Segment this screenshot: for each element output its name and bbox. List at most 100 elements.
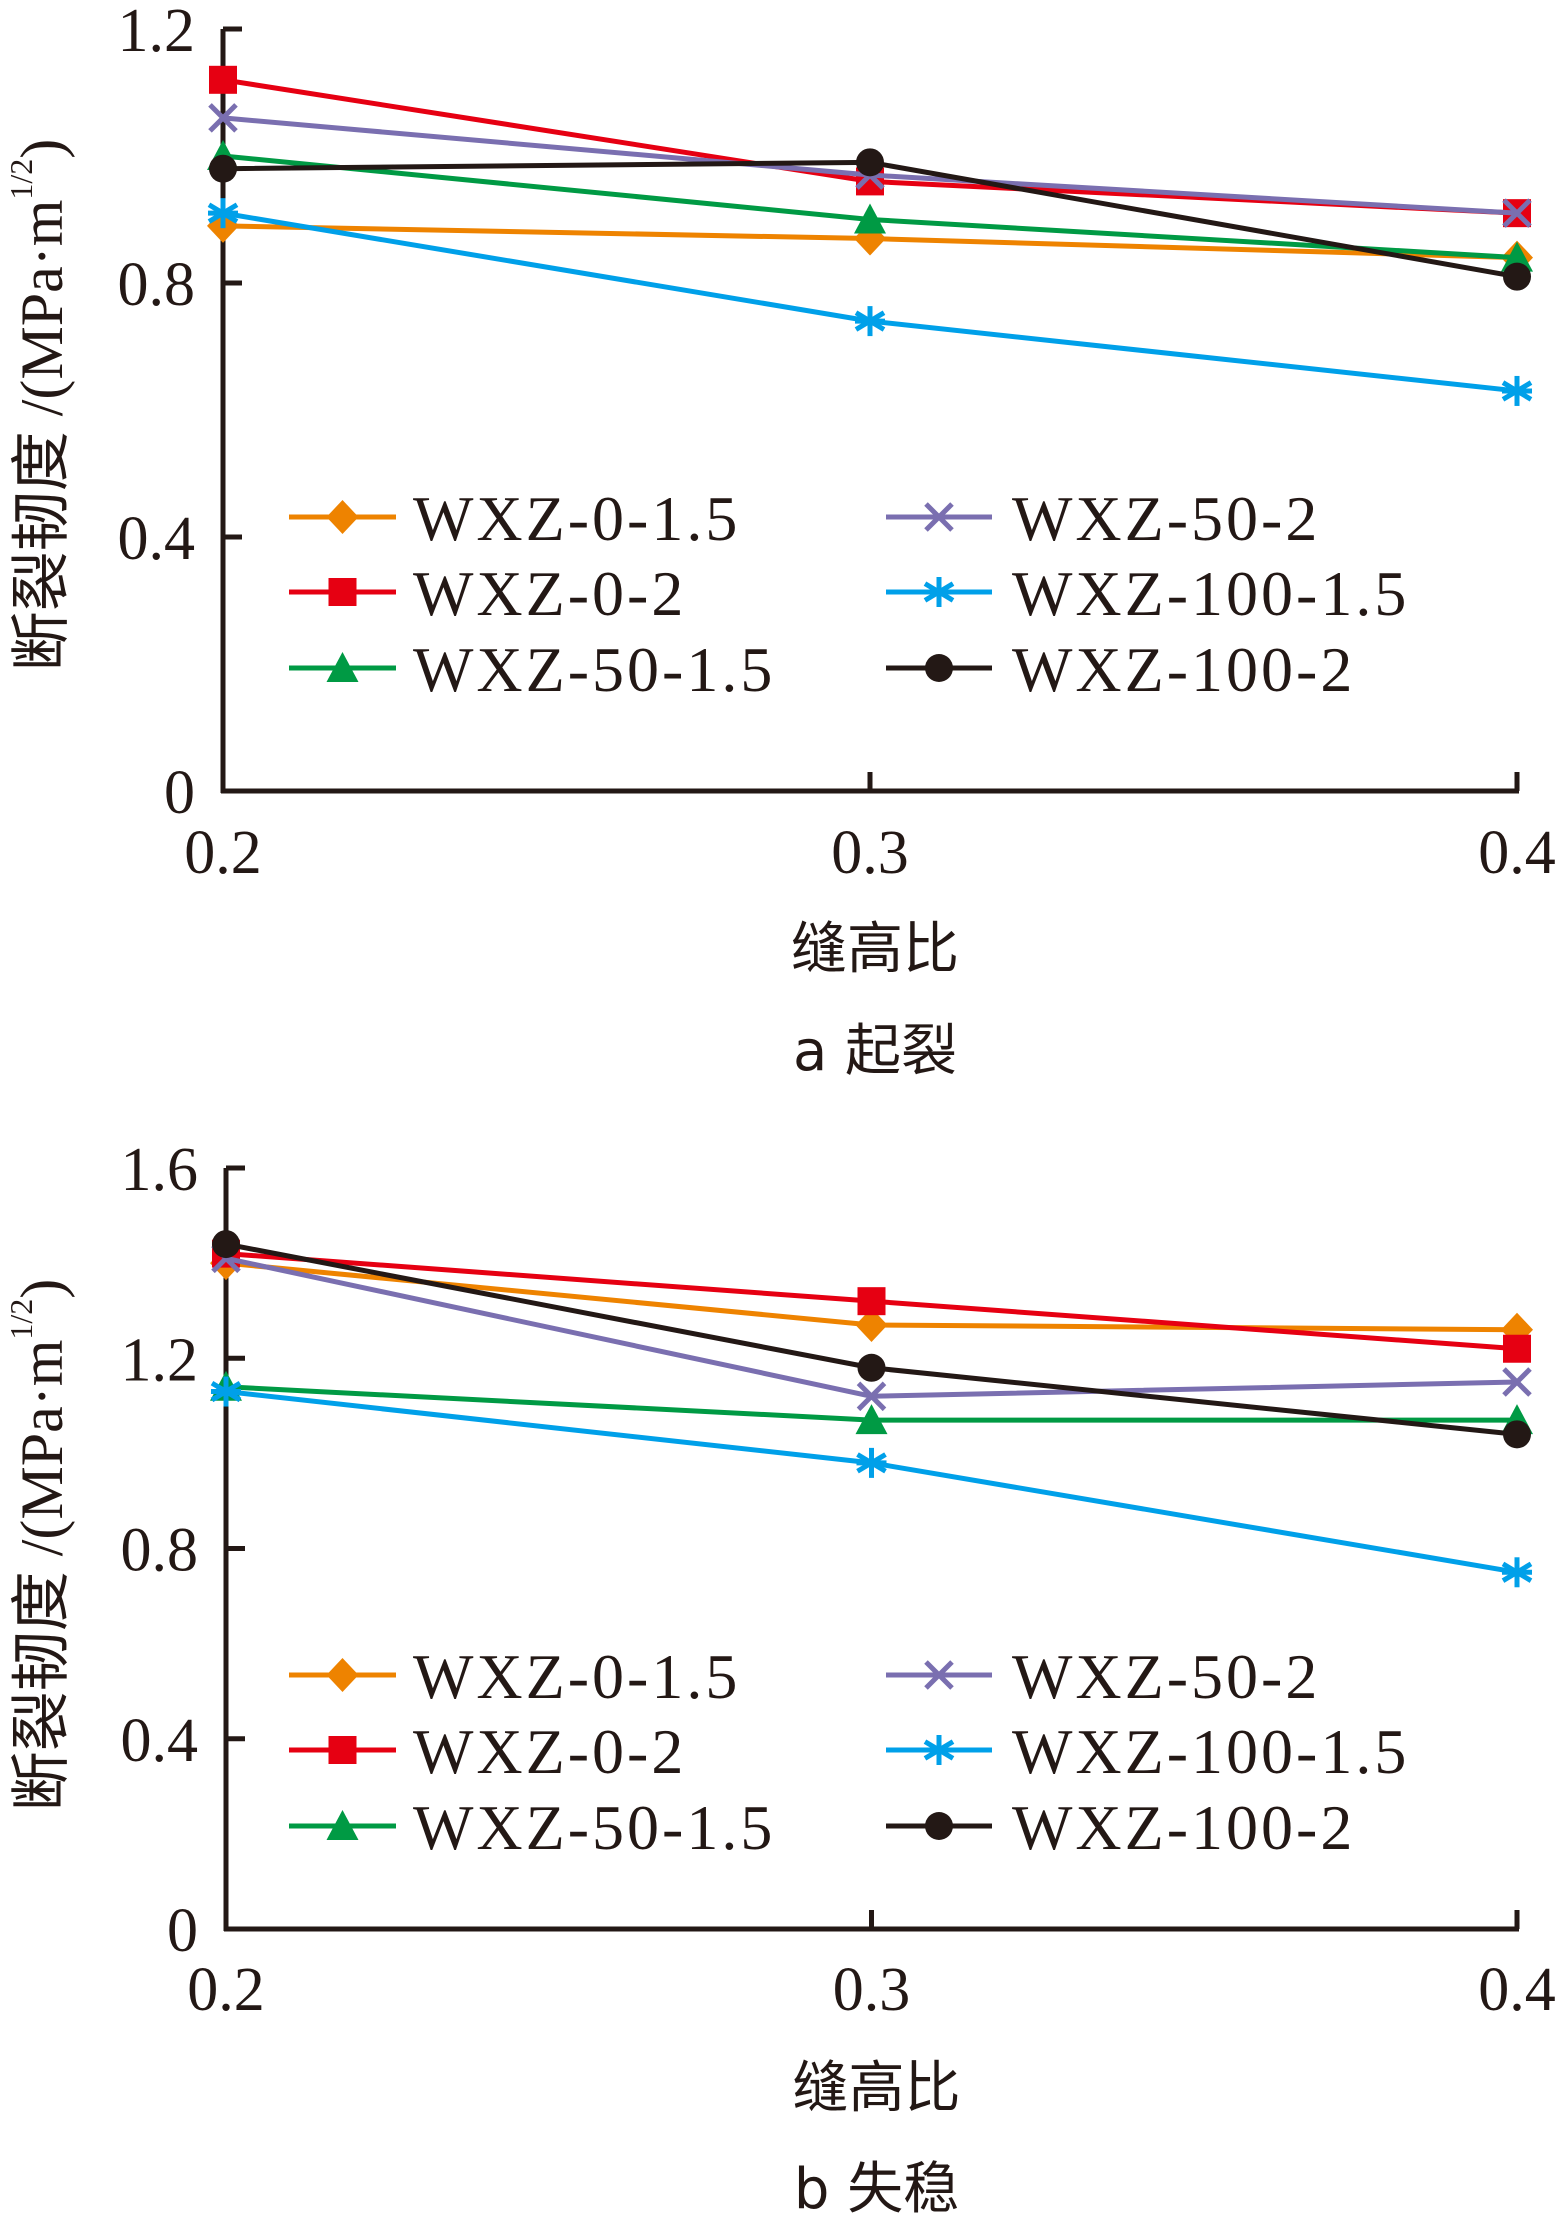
legend-marker — [923, 1735, 955, 1765]
legend-marker — [925, 1812, 953, 1840]
y-tick-label: 1.2 — [121, 1326, 199, 1394]
legend-marker — [328, 578, 357, 606]
legend-item: WXZ-0-1.5 — [289, 483, 740, 554]
marker-stroke — [208, 103, 238, 133]
legend-item: WXZ-100-2 — [886, 1792, 1355, 1863]
y-axis-title: 断裂韧度 /(MPa·m1/2) — [3, 1279, 75, 1812]
legend-item: WXZ-50-1.5 — [289, 634, 775, 705]
marker-stroke — [856, 1381, 887, 1412]
series-wxz-100-2 — [212, 1230, 1531, 1449]
y-axis-title: 断裂韧度 /(MPa·m1/2) — [3, 139, 75, 672]
data-point — [1501, 241, 1533, 272]
legend-marker — [925, 654, 953, 682]
legend-label: WXZ-0-1.5 — [413, 483, 740, 554]
legend-label: WXZ-0-2 — [413, 558, 686, 629]
x-tick-label: 0.2 — [184, 819, 262, 887]
chart-a-onset: 0 0.4 0.8 1.2 0.2 0.3 0.4 缝高比 a 起裂 断裂韧度 /(MPa·m1/… — [3, 0, 1556, 1084]
data-point — [209, 65, 237, 94]
y-tick-label: 0 — [164, 759, 195, 827]
data-point — [855, 1307, 888, 1342]
x-tick-label: 0.4 — [1478, 819, 1556, 887]
legend-marker — [923, 577, 955, 607]
y-tick-label: 0.8 — [118, 251, 196, 319]
legend-marker — [326, 1658, 359, 1692]
data-point — [1502, 1367, 1532, 1397]
y-axis-title-sup: 1/2 — [3, 1299, 39, 1340]
legend-marker — [328, 1736, 357, 1764]
data-point — [856, 1381, 887, 1412]
data-point — [207, 198, 239, 229]
data-point — [857, 1287, 886, 1316]
legend-label: WXZ-100-2 — [1012, 634, 1355, 705]
y-axis-title-close: ) — [9, 139, 75, 159]
y-tick-label: 0.4 — [121, 1707, 199, 1775]
legend-label: WXZ-0-2 — [413, 1716, 686, 1787]
marker-stroke — [1502, 198, 1532, 228]
legend-marker — [326, 652, 359, 682]
data-point — [1501, 375, 1533, 406]
legend-label: WXZ-50-2 — [1012, 483, 1320, 554]
y-tick-label: 0.4 — [118, 505, 196, 573]
data-point — [1503, 1420, 1531, 1449]
data-point — [1503, 1334, 1531, 1363]
legend-label: WXZ-100-1.5 — [1012, 1716, 1409, 1787]
y-axis-title-sup: 1/2 — [3, 159, 39, 200]
data-point — [1502, 198, 1532, 228]
series-wxz-100-2 — [209, 148, 1531, 291]
x-tick-label: 0.3 — [833, 1956, 911, 2024]
y-axis-title-main: 断裂韧度 /(MPa·m — [9, 1340, 75, 1812]
data-point — [856, 148, 884, 177]
x-axis-title: 缝高比 — [791, 917, 959, 982]
x-tick-label: 0.3 — [831, 819, 909, 887]
legend-marker — [924, 502, 954, 532]
data-point — [855, 1404, 888, 1435]
marker-stroke — [924, 1660, 954, 1690]
legend-item: WXZ-100-1.5 — [886, 558, 1409, 629]
legend-label: WXZ-50-2 — [1012, 1641, 1320, 1712]
series-wxz-0-2 — [212, 1239, 1531, 1363]
legend-label: WXZ-50-1.5 — [413, 1792, 775, 1863]
marker-stroke — [924, 502, 954, 532]
data-point — [857, 1353, 886, 1382]
y-tick-label: 0 — [167, 1897, 198, 1965]
legend-marker — [924, 1660, 954, 1690]
legend-item: WXZ-50-1.5 — [289, 1792, 775, 1863]
marker-stroke — [1502, 1367, 1532, 1397]
data-point — [1501, 1557, 1533, 1588]
legend-label: WXZ-0-1.5 — [413, 1641, 740, 1712]
y-tick-label: 1.2 — [118, 0, 196, 65]
data-point — [856, 1447, 887, 1478]
series-wxz-100-1.5 — [210, 1376, 1533, 1588]
legend-item: WXZ-50-2 — [886, 483, 1320, 554]
y-axis-title-close: ) — [9, 1279, 75, 1299]
legend-label: WXZ-50-1.5 — [413, 634, 775, 705]
data-point — [208, 103, 238, 133]
series-wxz-100-1.5 — [207, 198, 1533, 406]
data-point — [210, 1376, 242, 1407]
legend-marker — [326, 1810, 359, 1840]
legend-item: WXZ-0-2 — [289, 558, 686, 629]
legend-item: WXZ-100-1.5 — [886, 1716, 1409, 1787]
x-tick-label: 0.2 — [187, 1956, 265, 2024]
x-tick-label: 0.4 — [1478, 1956, 1556, 2024]
data-point — [209, 154, 237, 183]
y-tick-label: 0.8 — [121, 1517, 199, 1585]
legend-item: WXZ-0-2 — [289, 1716, 686, 1787]
legend-item: WXZ-100-2 — [886, 634, 1355, 705]
legend-label: WXZ-100-1.5 — [1012, 558, 1409, 629]
y-axis-title-main: 断裂韧度 /(MPa·m — [9, 200, 75, 672]
legend-label: WXZ-100-2 — [1012, 1792, 1355, 1863]
chart-b-instability: 0 0.4 0.8 1.2 1.6 0.2 0.3 0.4 缝高比 b 失稳 断裂韧度 /(MPa·… — [3, 1136, 1556, 2222]
panel-caption: b 失稳 — [794, 2157, 959, 2222]
legend-item: WXZ-0-1.5 — [289, 1641, 740, 1712]
y-tick-label: 1.6 — [121, 1136, 199, 1204]
data-point — [854, 306, 886, 337]
data-point — [1503, 262, 1531, 291]
data-point — [854, 203, 886, 234]
series-wxz-50-2 — [211, 1243, 1532, 1412]
panel-caption: a 起裂 — [793, 1019, 957, 1084]
data-point — [212, 1230, 240, 1259]
x-axis-title: 缝高比 — [793, 2056, 961, 2121]
legend-item: WXZ-50-2 — [886, 1641, 1320, 1712]
